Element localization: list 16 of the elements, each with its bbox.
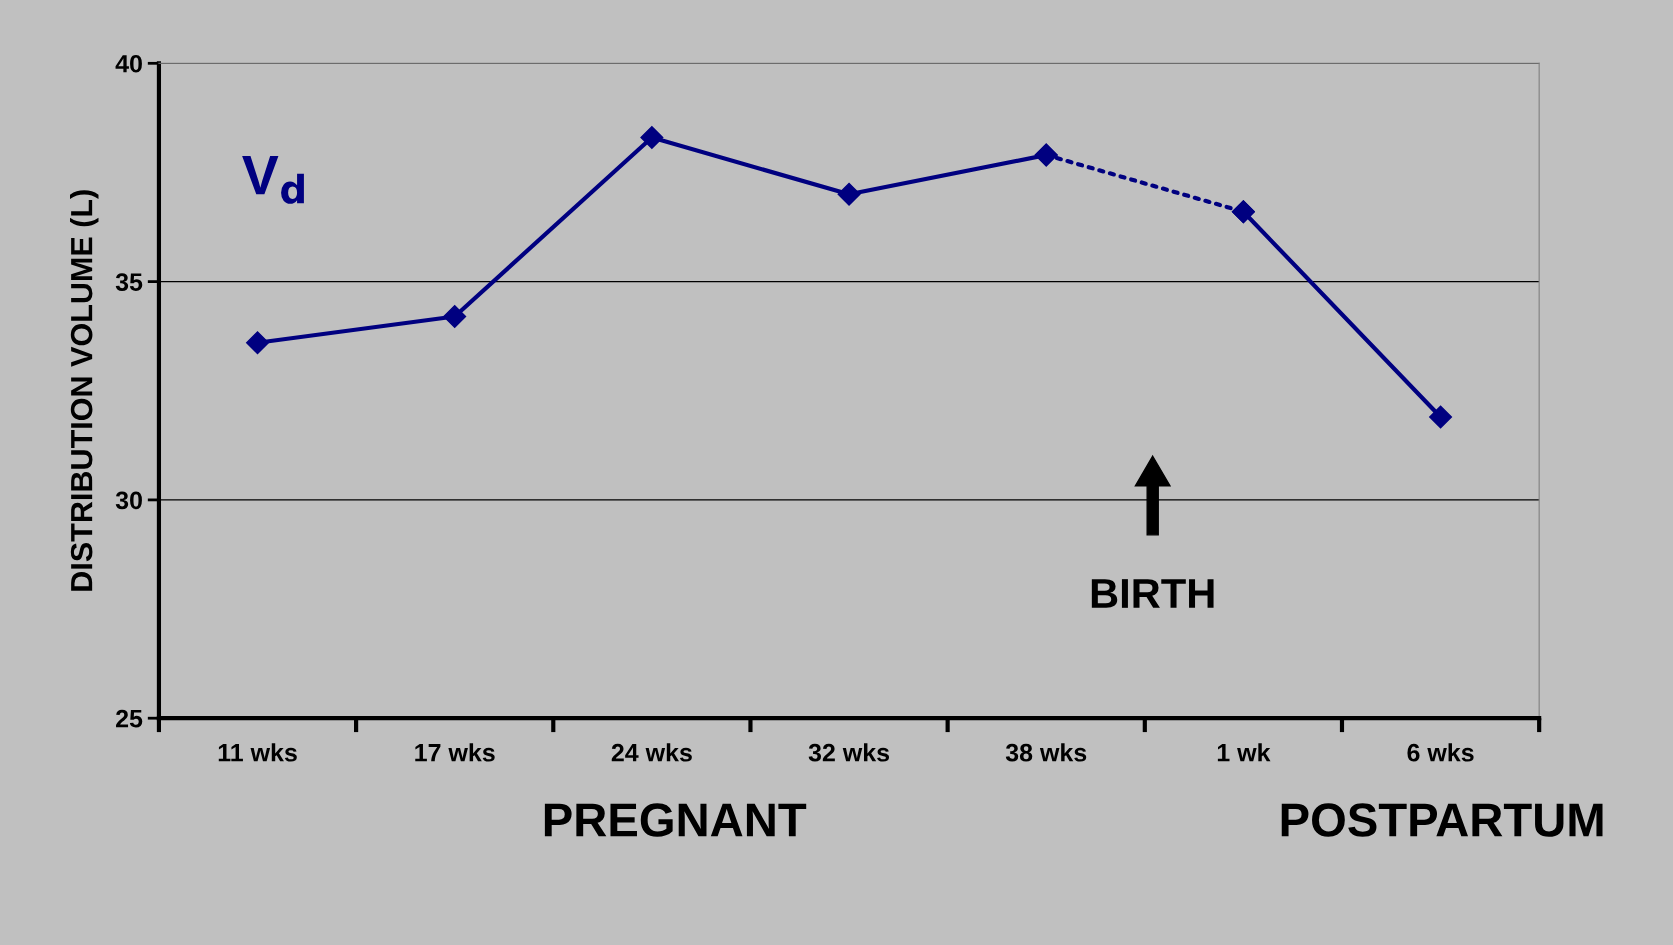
x-tick-label: 6 wks [1407, 743, 1474, 762]
annotation: V$_{d}$ [242, 155, 304, 204]
x-tick-label: 11 wks [218, 743, 297, 762]
text: POSTPARTUM [1281, 803, 1603, 837]
y-tick-label: 25 [116, 709, 143, 728]
x-tick-label: 24 wks [611, 743, 692, 762]
y-axis-title: DISTRIBUTION VOLUME (L) [70, 190, 99, 591]
y-tick-label: 35 [115, 273, 143, 291]
y-tick-label: 30 [115, 491, 142, 510]
annotation: BIRTH [1091, 579, 1214, 608]
text: PREGNANT [544, 803, 807, 837]
x-tick-label: 38 wks [1005, 743, 1087, 762]
y-tick-label: 40 [115, 54, 142, 73]
x-tick-label: 32 wks [808, 743, 890, 762]
x-tick-label: 17 wks [415, 743, 495, 762]
x-tick-label: 1 wk [1217, 743, 1271, 762]
